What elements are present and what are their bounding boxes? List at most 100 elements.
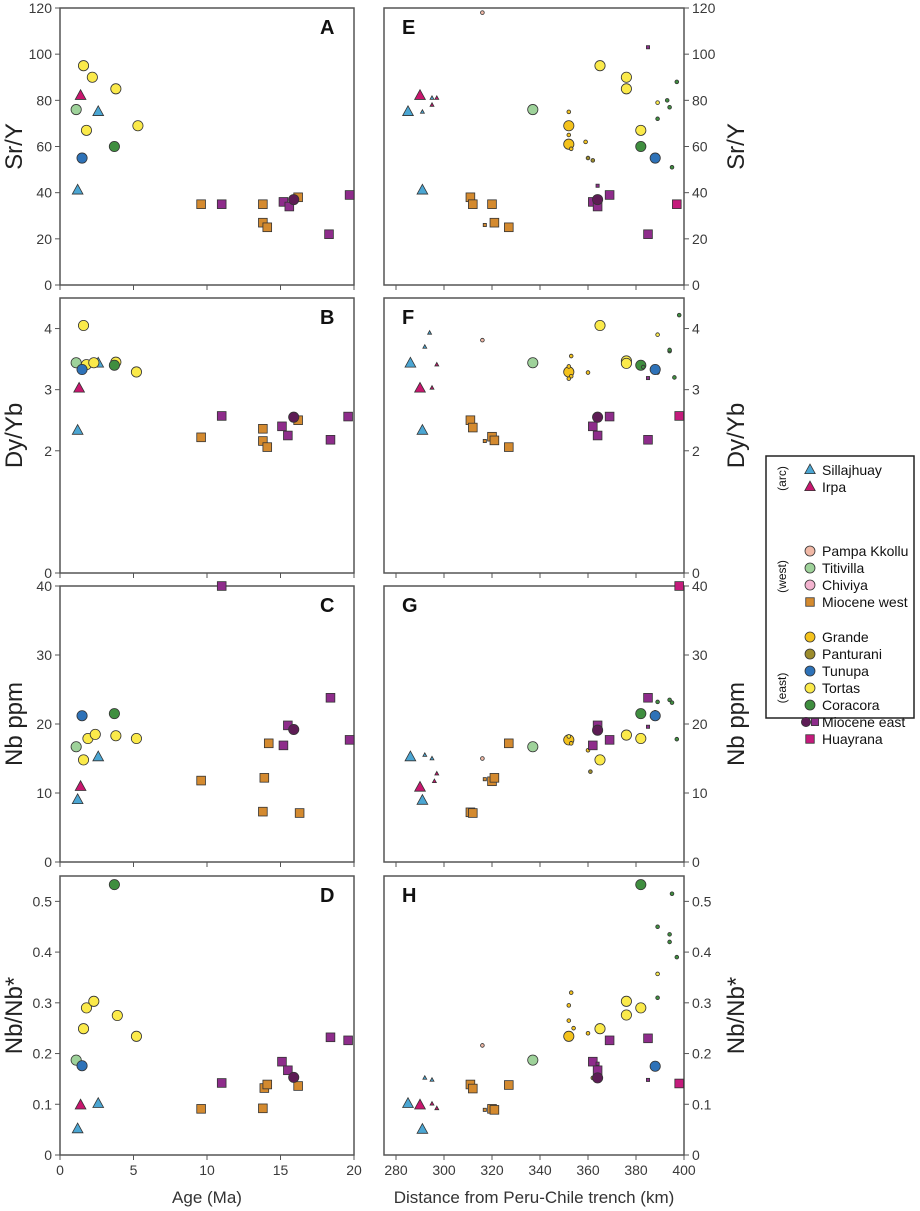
data-point — [325, 693, 336, 703]
legend-section-label: (arc) — [775, 466, 789, 491]
y-tick-label: 100 — [29, 46, 53, 62]
data-point — [468, 808, 478, 818]
data-point — [592, 194, 604, 206]
data-point — [130, 366, 142, 378]
x-tick-label: 400 — [672, 1162, 696, 1178]
data-point — [422, 1074, 428, 1080]
data-point — [588, 740, 598, 751]
legend-marker — [805, 734, 815, 744]
data-point — [669, 700, 675, 705]
legend-label: Pampa Kkollu — [822, 543, 908, 559]
data-point — [504, 442, 514, 452]
data-point — [258, 199, 268, 209]
panel-f: 0 2 3 4 Dy/Yb F — [383, 297, 750, 581]
data-point — [489, 773, 500, 783]
data-point — [343, 411, 353, 422]
data-point — [431, 778, 438, 784]
x-tick-label: 360 — [576, 1162, 600, 1178]
data-point — [76, 363, 88, 376]
panel-frame — [383, 297, 685, 574]
data-point — [401, 1096, 415, 1108]
y-axis-label: Dy/Yb — [1, 403, 28, 468]
y-tick-label: 10 — [692, 785, 708, 801]
y-tick-label: 0.5 — [33, 893, 53, 909]
data-point — [592, 411, 604, 423]
data-point — [583, 139, 588, 145]
data-point — [429, 384, 435, 390]
y-tick-label: 0.1 — [692, 1096, 712, 1112]
data-point — [669, 891, 675, 897]
data-point — [416, 793, 429, 805]
y-tick-label: 40 — [692, 578, 708, 594]
data-point — [263, 738, 274, 749]
data-point — [92, 105, 105, 116]
data-point — [92, 750, 105, 762]
x-axis-label: Distance from Peru-Chile trench (km) — [394, 1188, 675, 1207]
data-point — [70, 104, 82, 116]
y-axis-label: Nb/Nb* — [723, 977, 750, 1054]
panel-letter: B — [320, 307, 334, 329]
data-point — [429, 755, 435, 761]
data-point — [288, 194, 300, 206]
data-point — [667, 347, 672, 353]
x-tick-label: 20 — [346, 1162, 362, 1178]
data-point — [588, 769, 593, 774]
data-point — [259, 773, 270, 783]
data-point — [655, 332, 660, 337]
y-tick-label: 0 — [44, 277, 52, 293]
data-point — [649, 1060, 661, 1072]
data-point — [489, 217, 500, 228]
legend-marker — [804, 699, 816, 711]
data-point — [566, 734, 572, 739]
y-tick-label: 40 — [36, 578, 52, 594]
data-point — [77, 1023, 90, 1035]
data-point — [655, 924, 660, 929]
legend-frame — [765, 455, 915, 719]
data-point — [664, 98, 670, 103]
data-point — [527, 741, 539, 753]
data-point — [80, 1002, 92, 1014]
y-tick-label: 0.3 — [33, 995, 53, 1011]
y-tick-label: 120 — [29, 0, 53, 16]
data-point — [278, 740, 289, 751]
data-point — [674, 954, 680, 960]
data-point — [594, 1023, 606, 1035]
data-point — [74, 1098, 87, 1110]
data-point — [620, 83, 632, 95]
data-point — [646, 45, 650, 50]
data-point — [77, 319, 90, 332]
data-point — [585, 370, 591, 375]
data-point — [590, 158, 596, 163]
data-point — [604, 411, 615, 422]
data-point — [480, 1043, 485, 1048]
data-point — [404, 750, 417, 762]
y-tick-label: 20 — [36, 231, 52, 247]
y-axis-label: Dy/Yb — [723, 403, 750, 468]
x-tick-label: 340 — [528, 1162, 552, 1178]
y-tick-label: 20 — [692, 231, 708, 247]
data-point — [86, 71, 98, 83]
legend-label: Coracora — [822, 697, 880, 713]
legend-marker — [804, 631, 816, 643]
legend-marker — [804, 665, 816, 677]
y-axis-label: Sr/Y — [1, 123, 28, 170]
legend-marker — [811, 718, 819, 726]
y-tick-label: 80 — [36, 92, 52, 108]
data-point — [592, 1072, 604, 1084]
data-point — [595, 1061, 600, 1066]
x-tick-label: 380 — [624, 1162, 648, 1178]
data-point — [635, 708, 647, 720]
data-point — [643, 693, 653, 703]
data-point — [669, 165, 675, 170]
legend-marker — [804, 545, 816, 557]
data-point — [655, 699, 660, 705]
data-point — [344, 190, 355, 200]
y-tick-label: 80 — [692, 92, 708, 108]
data-point — [482, 1107, 487, 1112]
y-tick-label: 4 — [692, 321, 700, 337]
data-point — [434, 95, 440, 100]
data-point — [667, 104, 672, 110]
data-point — [527, 104, 539, 116]
legend-label: Tunupa — [822, 663, 869, 679]
